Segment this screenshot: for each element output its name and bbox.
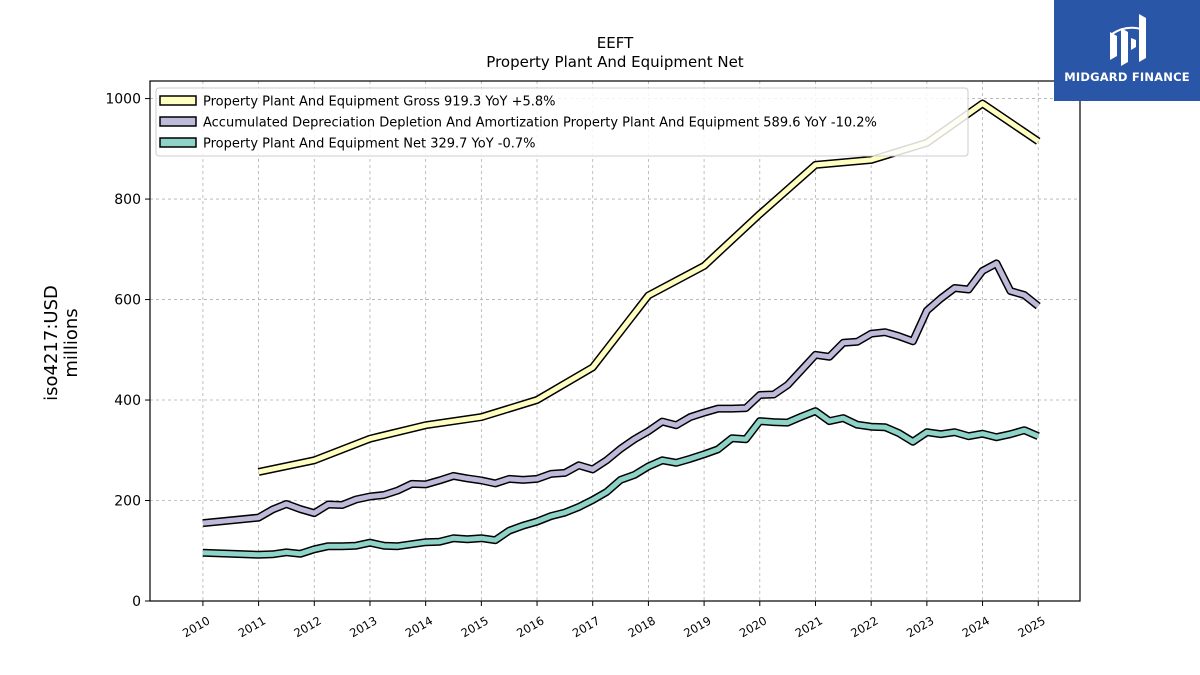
series-line-2 (202, 259, 1041, 528)
x-tick-label: 2014 (403, 613, 435, 640)
x-tick-label: 2019 (681, 613, 713, 640)
brand-logo: MIDGARD FINANCE (1054, 0, 1200, 101)
legend-swatch (159, 116, 197, 127)
chart-subtitle: Property Plant And Equipment Net (486, 53, 743, 71)
series-line-3 (202, 407, 1040, 559)
plot-frame (149, 80, 1081, 602)
y-axis-label: iso4217:USD (41, 285, 62, 401)
legend-swatch (159, 137, 197, 148)
x-axis-ticks: 2010 2011 2012 2013 2014 2015 2016 2017 2018 2019… (180, 601, 1048, 640)
series-line-fill (202, 260, 1040, 526)
y-axis-label-units: millions (61, 308, 82, 377)
legend-box (155, 87, 969, 157)
x-tick-label: 2016 (514, 613, 546, 640)
y-tick-label: 400 (114, 393, 141, 409)
x-tick-label: 2013 (347, 613, 379, 640)
x-tick-label: 2024 (960, 613, 992, 640)
legend-label: Accumulated Depreciation Depletion And A… (203, 116, 877, 131)
y-tick-label: 800 (114, 192, 141, 208)
y-tick-label: 1000 (105, 92, 141, 108)
x-tick-label: 2022 (848, 613, 880, 640)
x-tick-label: 2025 (1015, 613, 1047, 640)
x-tick-label: 2012 (291, 613, 323, 640)
x-tick-label: 2015 (458, 613, 490, 640)
y-axis-ticks: 0 200 400 600 800 1000 (105, 92, 150, 610)
legend-label: Property Plant And Equipment Net 329.7 Y… (203, 137, 536, 152)
logo-mark-icon (1110, 14, 1146, 66)
logo-text: MIDGARD FINANCE (1064, 70, 1190, 84)
x-tick-label: 2018 (626, 613, 658, 640)
y-tick-label: 600 (114, 293, 141, 309)
x-tick-label: 2011 (236, 613, 268, 640)
y-tick-label: 0 (132, 594, 141, 610)
chart-title: EEFT (597, 34, 634, 52)
y-tick-label: 200 (114, 494, 141, 510)
x-tick-label: 2023 (904, 613, 936, 640)
x-tick-label: 2020 (737, 613, 769, 640)
x-tick-label: 2017 (570, 613, 602, 640)
x-tick-label: 2010 (180, 613, 212, 640)
legend-swatch (159, 95, 197, 106)
legend: Property Plant And Equipment Gross 919.3… (155, 87, 969, 157)
series-line-fill (202, 408, 1040, 558)
series-lines (202, 99, 1041, 559)
x-tick-label: 2021 (793, 613, 825, 640)
grid (150, 81, 1080, 602)
legend-label: Property Plant And Equipment Gross 919.3… (203, 95, 556, 110)
